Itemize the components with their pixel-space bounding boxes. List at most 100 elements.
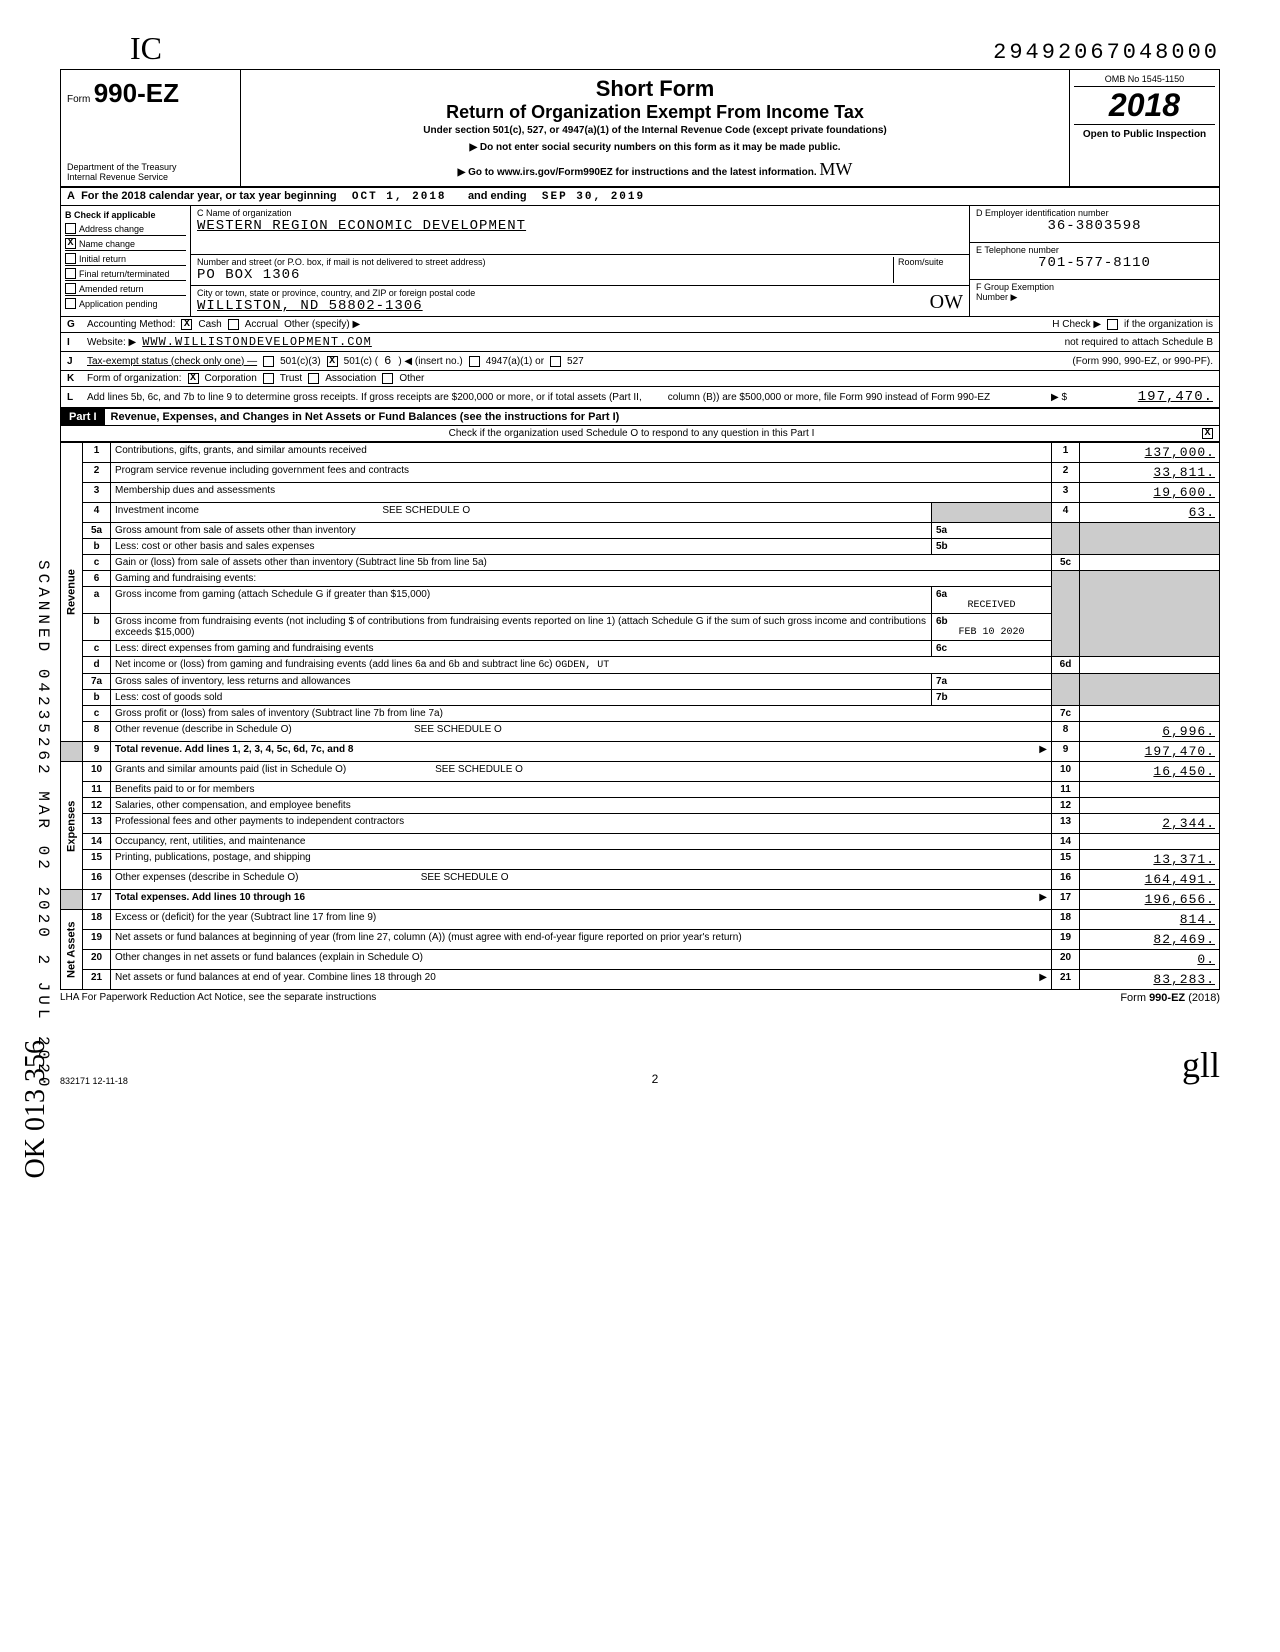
cat-expenses: Expenses bbox=[61, 762, 83, 890]
row-i-website: I Website: ▶ WWW.WILLISTONDEVELOPMENT.CO… bbox=[60, 333, 1220, 352]
checkbox-application-pending[interactable] bbox=[65, 298, 76, 309]
label-ein: D Employer identification number bbox=[976, 208, 1213, 218]
website-value: WWW.WILLISTONDEVELOPMENT.COM bbox=[142, 335, 372, 349]
label-city: City or town, state or province, country… bbox=[197, 288, 930, 298]
checkbox-h[interactable] bbox=[1107, 319, 1118, 330]
year-begin: OCT 1, 2018 bbox=[352, 191, 447, 203]
amt-17: 196,656. bbox=[1080, 890, 1220, 910]
amt-13: 2,344. bbox=[1080, 814, 1220, 834]
amt-2: 33,811. bbox=[1080, 463, 1220, 483]
checkbox-schedule-o[interactable]: X bbox=[1202, 428, 1213, 439]
amt-18: 814. bbox=[1080, 910, 1220, 930]
footer-form: Form 990-EZ (2018) bbox=[1120, 992, 1220, 1004]
checkbox-amended[interactable] bbox=[65, 283, 76, 294]
open-to-public: Open to Public Inspection bbox=[1074, 124, 1215, 140]
part-1-title: Revenue, Expenses, and Changes in Net As… bbox=[105, 409, 1219, 425]
row-k-form-of-org: K Form of organization: XCorporation Tru… bbox=[60, 371, 1220, 387]
received-date: FEB 10 2020 bbox=[936, 627, 1047, 638]
amt-20: 0. bbox=[1080, 950, 1220, 970]
row-a-tax-year: A For the 2018 calendar year, or tax yea… bbox=[60, 188, 1220, 206]
side-stamp-code: SCANNED 04235262 MAR 02 2020 2 JUL 2020 bbox=[34, 560, 52, 1090]
checkbox-trust[interactable] bbox=[263, 373, 274, 384]
check-if-applicable: B Check if applicable Address change XNa… bbox=[61, 206, 191, 316]
form-title: Short Form bbox=[245, 76, 1065, 102]
checkbox-address-change[interactable] bbox=[65, 223, 76, 234]
signature: gll bbox=[1182, 1044, 1220, 1086]
cat-net-assets: Net Assets bbox=[61, 910, 83, 990]
section-text: Under section 501(c), 527, or 4947(a)(1)… bbox=[245, 125, 1065, 136]
row-j-tax-status: J Tax-exempt status (check only one) — 5… bbox=[60, 352, 1220, 371]
page-number: 2 bbox=[128, 1072, 1182, 1086]
row-b-org-info: B Check if applicable Address change XNa… bbox=[60, 206, 1220, 317]
city-initials: OW bbox=[930, 291, 963, 314]
form-label: Form bbox=[67, 94, 90, 105]
bottom-code: 832171 12-11-18 bbox=[60, 1076, 128, 1086]
checkbox-other-org[interactable] bbox=[382, 373, 393, 384]
amt-10: 16,450. bbox=[1080, 762, 1220, 782]
bottom-row: 832171 12-11-18 2 gll bbox=[60, 1044, 1220, 1086]
dept-irs: Internal Revenue Service bbox=[67, 172, 177, 182]
part-1-check-row: Check if the organization used Schedule … bbox=[60, 426, 1220, 442]
cat-revenue: Revenue bbox=[61, 443, 83, 742]
received-loc: OGDEN, UT bbox=[555, 660, 609, 671]
amt-9: 197,470. bbox=[1080, 742, 1220, 762]
checkbox-501c3[interactable] bbox=[263, 356, 274, 367]
footer: LHA For Paperwork Reduction Act Notice, … bbox=[60, 992, 1220, 1004]
amt-8: 6,996. bbox=[1080, 722, 1220, 742]
amt-12 bbox=[1080, 798, 1220, 814]
amt-16: 164,491. bbox=[1080, 870, 1220, 890]
checkbox-4947[interactable] bbox=[469, 356, 480, 367]
phone-value: 701-577-8110 bbox=[976, 255, 1213, 271]
omb-number: OMB No 1545-1150 bbox=[1074, 74, 1215, 87]
checkbox-cash[interactable]: X bbox=[181, 319, 192, 330]
amt-15: 13,371. bbox=[1080, 850, 1220, 870]
ein-value: 36-3803598 bbox=[976, 218, 1213, 234]
amt-1: 137,000. bbox=[1080, 443, 1220, 463]
amt-21: 83,283. bbox=[1080, 970, 1220, 990]
label-group-number: Number ▶ bbox=[976, 292, 1213, 303]
amt-5c bbox=[1080, 555, 1220, 571]
checkbox-name-change[interactable]: X bbox=[65, 238, 76, 249]
label-org-name: C Name of organization bbox=[197, 208, 963, 218]
part-1-tag: Part I bbox=[61, 409, 105, 425]
form-subtitle: Return of Organization Exempt From Incom… bbox=[245, 102, 1065, 123]
dept-treasury: Department of the Treasury bbox=[67, 162, 177, 172]
checkbox-527[interactable] bbox=[550, 356, 561, 367]
year-end: SEP 30, 2019 bbox=[542, 191, 645, 203]
checkbox-corporation[interactable]: X bbox=[188, 373, 199, 384]
amt-3: 19,600. bbox=[1080, 483, 1220, 503]
amt-7c bbox=[1080, 706, 1220, 722]
label-room: Room/suite bbox=[898, 257, 963, 267]
label-group-exemption: F Group Exemption bbox=[976, 282, 1213, 292]
lha-notice: LHA For Paperwork Reduction Act Notice, … bbox=[60, 992, 376, 1004]
side-handwritten-code: OK 013 356 bbox=[20, 1040, 52, 1178]
received-stamp: RECEIVED bbox=[936, 600, 1047, 611]
checkbox-initial-return[interactable] bbox=[65, 253, 76, 264]
checkbox-final-return[interactable] bbox=[65, 268, 76, 279]
document-id-number: 29492067048000 bbox=[60, 40, 1220, 65]
amt-4: 63. bbox=[1080, 503, 1220, 523]
form-table: Revenue 1Contributions, gifts, grants, a… bbox=[60, 442, 1220, 990]
label-street: Number and street (or P.O. box, if mail … bbox=[197, 257, 893, 267]
form-number: 990-EZ bbox=[94, 78, 179, 108]
amt-11 bbox=[1080, 782, 1220, 798]
row-g-accounting: G Accounting Method: XCash Accrual Other… bbox=[60, 317, 1220, 333]
label-phone: E Telephone number bbox=[976, 245, 1213, 255]
row-l-gross-receipts: L Add lines 5b, 6c, and 7b to line 9 to … bbox=[60, 387, 1220, 409]
gross-receipts-amount: 197,470. bbox=[1073, 389, 1213, 405]
hand-initials-mw: MW bbox=[819, 159, 852, 179]
form-header: Form 990-EZ Department of the Treasury I… bbox=[60, 69, 1220, 188]
amt-6d bbox=[1080, 657, 1220, 674]
handwritten-initials: IC bbox=[130, 30, 162, 67]
checkbox-accrual[interactable] bbox=[228, 319, 239, 330]
checkbox-501c[interactable]: X bbox=[327, 356, 338, 367]
amt-19: 82,469. bbox=[1080, 930, 1220, 950]
ssn-notice: ▶ Do not enter social security numbers o… bbox=[245, 142, 1065, 153]
tax-year: 2018 bbox=[1074, 87, 1215, 124]
city-value: WILLISTON, ND 58802-1306 bbox=[197, 298, 930, 314]
street-value: PO BOX 1306 bbox=[197, 267, 893, 283]
checkbox-association[interactable] bbox=[308, 373, 319, 384]
go-to-url: ▶ Go to www.irs.gov/Form990EZ for instru… bbox=[245, 159, 1065, 180]
amt-14 bbox=[1080, 834, 1220, 850]
part-1-header: Part I Revenue, Expenses, and Changes in… bbox=[60, 409, 1220, 426]
